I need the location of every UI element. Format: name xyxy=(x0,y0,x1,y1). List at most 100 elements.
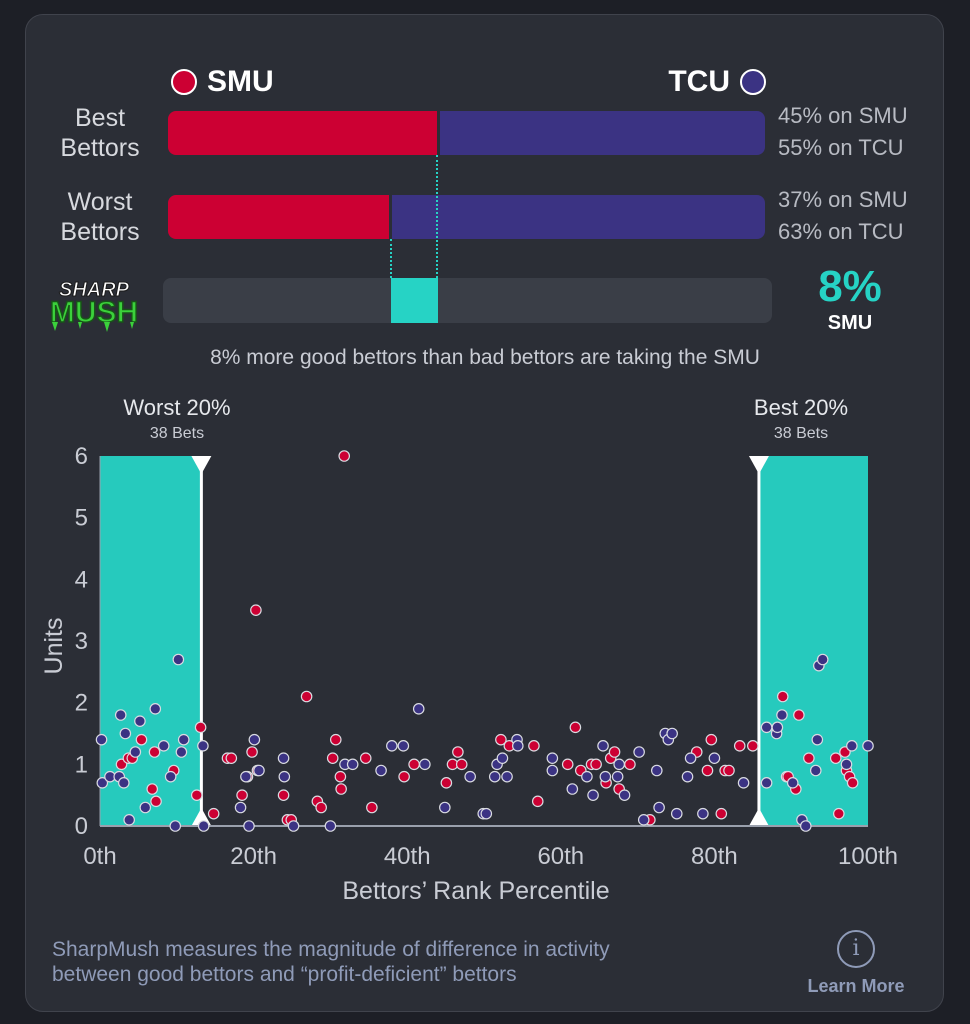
y-tick-label: 4 xyxy=(75,566,88,593)
data-point-smu xyxy=(338,450,351,462)
data-point-smu xyxy=(315,801,327,814)
team-left-name: SMU xyxy=(207,65,274,98)
sharp-difference-team: SMU xyxy=(827,312,873,334)
data-point-tcu xyxy=(771,721,784,734)
data-point-smu xyxy=(495,733,507,746)
data-point-tcu xyxy=(375,764,387,777)
data-point-smu xyxy=(701,764,714,777)
data-point-tcu xyxy=(684,752,697,764)
x-tick-label: 60th xyxy=(537,843,584,870)
data-point-tcu xyxy=(95,733,108,746)
y-tick-label: 5 xyxy=(75,505,88,532)
worst-band-count: 38 Bets xyxy=(149,425,205,442)
data-point-smu xyxy=(733,740,746,752)
data-point-tcu xyxy=(134,715,146,727)
data-point-smu xyxy=(561,758,574,771)
learn-more-button[interactable]: i Learn More xyxy=(800,930,912,997)
sharpmush-logo-top: SHARP xyxy=(59,279,130,301)
data-point-tcu xyxy=(197,820,210,832)
best-bettors-right-segment xyxy=(439,111,765,155)
data-point-tcu xyxy=(287,820,300,832)
data-point-smu xyxy=(569,721,582,734)
data-point-tcu xyxy=(177,733,190,746)
data-point-tcu xyxy=(587,789,599,801)
data-point-smu xyxy=(246,746,258,758)
highlight-band-0 xyxy=(100,456,202,826)
data-point-tcu xyxy=(566,783,579,795)
data-point-tcu xyxy=(786,777,799,789)
data-point-tcu xyxy=(511,740,524,752)
data-point-tcu xyxy=(419,758,431,771)
data-point-tcu xyxy=(633,746,645,758)
worst-bettors-right-pct: 63% on TCU xyxy=(778,219,904,244)
data-point-smu xyxy=(300,690,313,703)
data-point-smu xyxy=(829,752,842,764)
band-marker-bottom-1 xyxy=(748,808,769,826)
data-point-tcu xyxy=(248,733,261,746)
data-point-tcu xyxy=(164,770,177,783)
data-point-tcu xyxy=(666,727,678,740)
data-point-tcu xyxy=(129,746,142,758)
best-bettors-label: Best Bettors xyxy=(30,103,170,163)
team-left-header: SMU xyxy=(171,64,274,100)
footer-description: SharpMush measures the magnitude of diff… xyxy=(52,937,772,987)
data-point-smu xyxy=(746,740,759,752)
data-point-tcu xyxy=(488,770,501,783)
y-axis-label: Units xyxy=(40,618,68,675)
band-marker-top-0 xyxy=(191,456,212,474)
data-point-tcu xyxy=(760,777,773,789)
worst-bettors-pcts: 37% on SMU 63% on TCU xyxy=(778,184,908,248)
data-point-smu xyxy=(359,752,372,764)
data-point-tcu xyxy=(809,764,822,777)
data-point-tcu xyxy=(637,814,650,826)
data-point-tcu xyxy=(776,709,788,721)
data-point-smu xyxy=(531,795,544,808)
data-point-tcu xyxy=(708,752,721,764)
data-point-tcu xyxy=(197,740,209,752)
x-tick-label: 40th xyxy=(384,843,431,870)
data-point-tcu xyxy=(277,752,290,764)
data-point-tcu xyxy=(737,777,750,789)
footer-line1: SharpMush measures the magnitude of diff… xyxy=(52,938,610,961)
data-point-smu xyxy=(135,733,148,746)
data-point-smu xyxy=(334,770,347,783)
band-marker-top-1 xyxy=(748,456,769,474)
data-point-tcu xyxy=(618,789,631,801)
data-point-tcu xyxy=(412,703,425,715)
x-tick-label: 0th xyxy=(83,843,116,870)
data-point-tcu xyxy=(611,770,624,783)
worst-bettors-bar xyxy=(168,195,765,239)
data-point-tcu xyxy=(650,764,663,777)
data-point-smu xyxy=(608,746,621,758)
data-point-smu xyxy=(190,789,203,801)
data-point-smu xyxy=(326,752,339,764)
data-point-smu xyxy=(705,733,718,746)
data-point-tcu xyxy=(599,770,612,783)
info-icon: i xyxy=(837,930,875,968)
y-tick-label: 0 xyxy=(75,813,88,840)
data-point-smu xyxy=(455,758,468,771)
x-tick-label: 80th xyxy=(691,843,738,870)
data-point-smu xyxy=(194,721,207,734)
best-split-guide xyxy=(435,155,438,278)
data-point-tcu xyxy=(397,740,410,752)
data-point-tcu xyxy=(480,807,493,820)
data-point-smu xyxy=(225,752,238,764)
data-point-tcu xyxy=(464,770,476,783)
data-point-tcu xyxy=(96,777,109,789)
worst-band-title: Worst 20% xyxy=(123,395,231,420)
data-point-smu xyxy=(833,807,845,820)
data-point-smu xyxy=(146,783,159,795)
best-band-label: Best 20% 38 Bets xyxy=(701,395,901,443)
data-point-tcu xyxy=(840,758,853,771)
data-point-tcu xyxy=(697,807,709,820)
data-point-tcu xyxy=(501,770,513,783)
data-point-tcu xyxy=(119,727,132,740)
data-point-smu xyxy=(440,777,453,789)
learn-more-label: Learn More xyxy=(807,976,905,996)
data-point-smu xyxy=(793,709,805,721)
data-point-smu xyxy=(528,740,540,752)
data-point-tcu xyxy=(581,770,593,783)
best-bettors-pcts: 45% on SMU 55% on TCU xyxy=(778,100,908,164)
data-point-smu xyxy=(207,807,220,820)
